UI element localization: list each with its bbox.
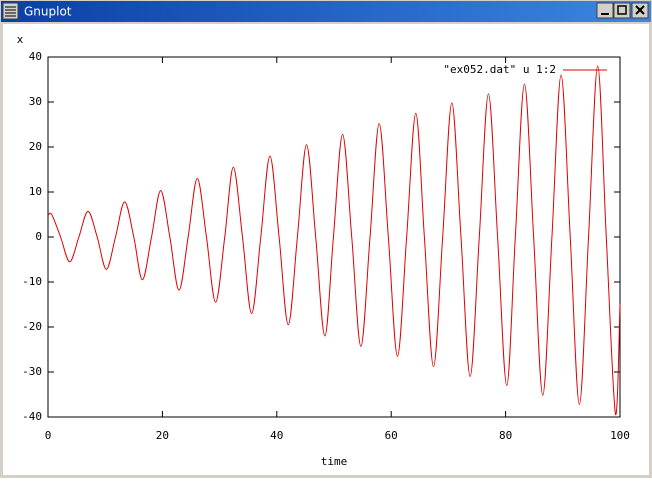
x-tick-label: 100 [610, 429, 630, 442]
x-tick-label: 80 [499, 429, 512, 442]
y-tick-label: -10 [22, 275, 42, 288]
y-tick-label: -20 [22, 320, 42, 333]
minimize-button[interactable] [596, 2, 614, 19]
title-bar [1, 1, 651, 22]
plot-canvas [3, 24, 649, 475]
close-button[interactable] [631, 2, 649, 19]
x-axis-label: time [321, 455, 348, 468]
data-line [47, 65, 621, 415]
y-tick-label: -40 [22, 410, 42, 423]
y-tick-label: 20 [29, 140, 42, 153]
y-tick-label: -30 [22, 365, 42, 378]
x-tick-label: 60 [385, 429, 398, 442]
y-tick-label: 40 [29, 50, 42, 63]
maximize-button[interactable] [613, 2, 631, 19]
legend-label: "ex052.dat" u 1:2 [443, 63, 556, 76]
x-tick-label: 0 [45, 429, 52, 442]
window-icon[interactable] [2, 2, 19, 20]
window-title: Gnuplot [24, 5, 72, 19]
y-tick-label: 0 [35, 230, 42, 243]
x-tick-label: 20 [156, 429, 169, 442]
y-tick-label: 30 [29, 95, 42, 108]
y-axis-label: x [17, 33, 24, 46]
y-tick-label: 10 [29, 185, 42, 198]
x-tick-label: 40 [270, 429, 283, 442]
